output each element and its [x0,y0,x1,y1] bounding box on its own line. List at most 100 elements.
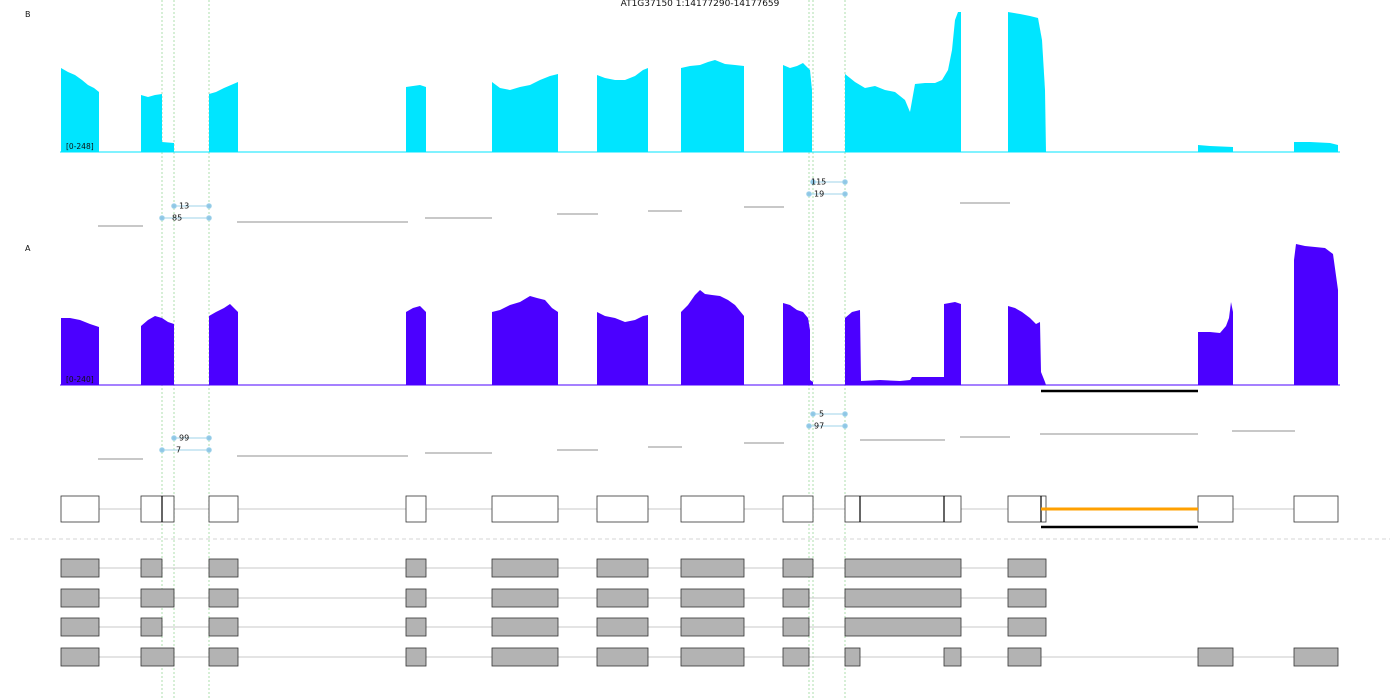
range-label-b: [0-248] [66,142,94,151]
coverage-track-b [60,12,1340,153]
exon-box [844,617,962,637]
exon-box [491,558,559,578]
reference-gene-model [60,495,1339,529]
exon-box [140,617,163,637]
exon-box [596,558,649,578]
coverage-block [61,318,99,385]
coverage-block [406,306,426,385]
coverage-block [209,304,238,385]
junction-count-label: 115 [811,178,826,187]
coverage-block [61,68,99,152]
exon-box [140,558,163,578]
exon-box [782,647,810,667]
junction-labels-b: 13 85 115 19 [172,178,826,223]
exon-box [782,588,810,608]
range-label-a: [0-240] [66,375,94,384]
coverage-block [492,296,558,385]
exon-box [491,588,559,608]
exon-box [1197,495,1234,523]
exon-box [1293,495,1339,523]
junction-dot [206,447,212,453]
exon-box [60,558,100,578]
junction-count-label: 85 [172,214,182,223]
coverage-block [209,82,238,152]
junction-dot [171,435,177,441]
junction-count-label: 5 [819,410,824,419]
junction-dot [842,411,848,417]
exon-box [782,558,814,578]
coverage-block [845,302,961,385]
coverage-block [1198,302,1233,385]
exon-box [60,495,100,523]
exon-box [140,495,175,523]
coverage-block [141,94,174,152]
isoform-row [60,558,1047,578]
coverage-block [681,290,744,385]
junction-count-label: 99 [179,434,189,443]
junction-dot [842,423,848,429]
coverage-block [845,12,961,152]
junction-dot [842,191,848,197]
exon-box [491,647,559,667]
exon-box [596,617,649,637]
plot-title: AT1G37150 1:14177290-14177659 [620,0,780,9]
junction-dot [806,191,812,197]
junction-labels-a: 99 7 5 97 [176,410,824,455]
exon-box [844,558,962,578]
coverage-block [783,63,812,152]
exon-box [140,647,175,667]
exon-box [60,647,100,667]
isoform-row [60,617,1047,637]
exon-box [405,558,427,578]
junctions-b [159,179,848,221]
junction-dot [842,179,848,185]
coverage-block [1198,145,1233,152]
exon-box [844,588,962,608]
exon-box [844,647,861,667]
coverage-block [141,316,174,385]
exon-box [208,495,239,523]
junction-dot [159,215,165,221]
exon-box [208,617,239,637]
exon-box [680,588,745,608]
junction-dot [159,447,165,453]
junction-dot [171,203,177,209]
exon-box [1197,647,1234,667]
coverage-block [1008,306,1046,385]
junction-count-label: 19 [814,190,824,199]
exon-box [680,617,745,637]
junction-dot [806,423,812,429]
exon-box [1293,647,1339,667]
isoform-models [60,558,1339,667]
isoform-row [60,588,1047,608]
junctions-a [159,411,848,453]
exon-box [208,588,239,608]
junction-count-label: 13 [179,202,189,211]
junction-dot [206,203,212,209]
exon-box [596,495,649,523]
exon-box [140,588,175,608]
coverage-block [492,74,558,152]
junction-dot [206,215,212,221]
exon-box [680,647,745,667]
exon-box [680,495,745,523]
exon-box [782,495,814,523]
junction-dot [206,435,212,441]
exon-box [943,647,962,667]
exon-box [491,495,559,523]
coverage-block [681,60,744,152]
coverage-block [597,68,648,152]
coverage-block [1294,142,1338,152]
junction-dot [810,179,816,185]
coverage-block [406,85,426,152]
isoform-row [60,647,1339,667]
exon-box [680,558,745,578]
exon-box [405,617,427,637]
panel-label-a: A [25,244,31,253]
exon-box [60,588,100,608]
coverage-block [1294,244,1338,385]
junction-count-label: 97 [814,422,824,431]
exon-box [405,588,427,608]
